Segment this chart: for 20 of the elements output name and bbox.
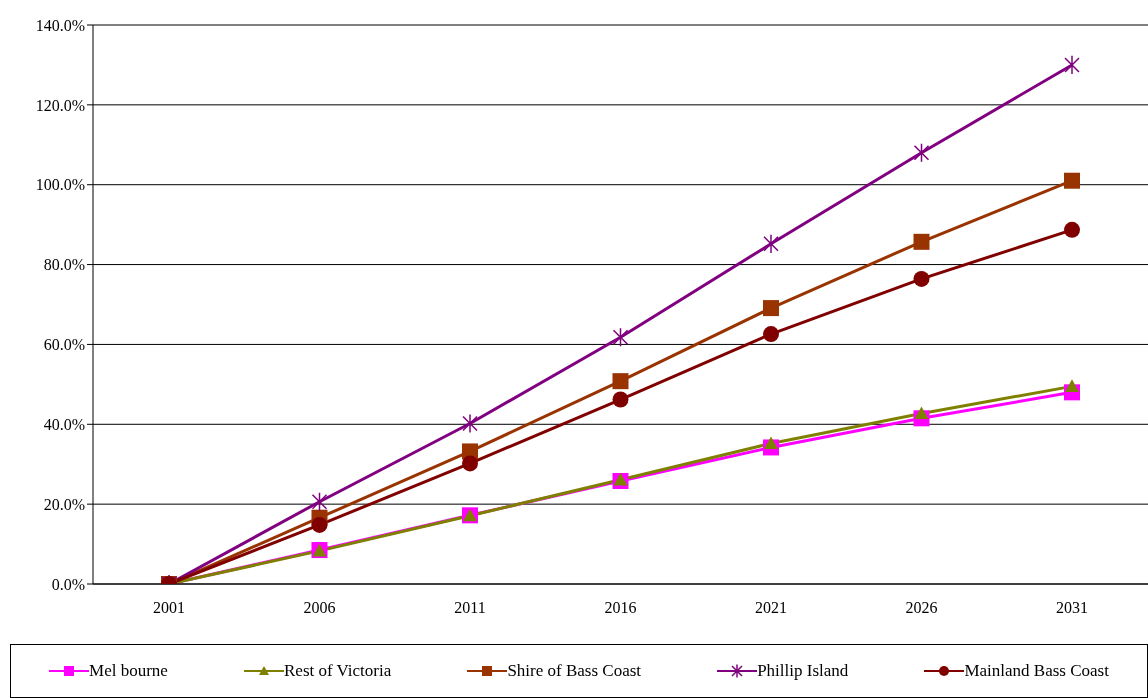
x-tick-label: 2011 — [454, 599, 486, 617]
x-tick-label: 2001 — [153, 599, 185, 617]
y-tick-label: 40.0% — [43, 415, 85, 433]
x-tick-label: 2026 — [905, 599, 938, 617]
y-tick-label: 140.0% — [35, 16, 85, 34]
legend-label: Phillip Island — [757, 661, 849, 681]
x-tick-label: 2016 — [604, 599, 637, 617]
legend-label: Rest of Victoria — [284, 661, 392, 681]
legend-label: Mel bourne — [89, 661, 168, 681]
legend-label: Shire of Bass Coast — [507, 661, 642, 681]
y-tick-label: 60.0% — [43, 336, 85, 354]
y-tick-label: 0.0% — [51, 575, 85, 593]
y-tick-label: 100.0% — [35, 176, 85, 194]
y-tick-label: 80.0% — [43, 256, 85, 274]
x-tick-label: 2006 — [303, 599, 336, 617]
y-tick-label: 20.0% — [43, 495, 85, 513]
x-tick-label: 2021 — [755, 599, 787, 617]
x-tick-label: 2031 — [1056, 599, 1088, 617]
legend-label: Mainland Bass Coast — [964, 661, 1109, 681]
y-tick-label: 120.0% — [35, 96, 85, 114]
